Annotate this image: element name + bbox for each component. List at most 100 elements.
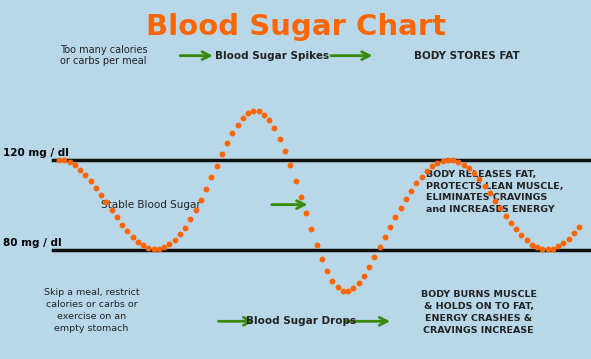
Point <box>259 112 269 117</box>
Point <box>285 163 295 168</box>
Point <box>527 242 537 247</box>
Point <box>138 242 148 248</box>
Point <box>254 108 264 114</box>
Point <box>454 159 463 164</box>
Point <box>464 165 473 171</box>
Point <box>217 151 227 157</box>
Point <box>558 240 568 246</box>
Point <box>411 181 421 186</box>
Point <box>548 246 558 251</box>
Point <box>196 197 206 203</box>
Point <box>112 215 122 220</box>
Point <box>349 285 358 291</box>
Point <box>364 264 374 270</box>
Text: Too many calories
or carbs per meal: Too many calories or carbs per meal <box>60 45 147 66</box>
Point <box>301 210 311 216</box>
Point <box>207 174 216 180</box>
Text: 120 mg / dl: 120 mg / dl <box>3 148 69 158</box>
Point <box>222 140 232 146</box>
Point <box>154 246 164 252</box>
Point <box>54 157 64 163</box>
Point <box>354 280 363 286</box>
Point <box>485 190 495 196</box>
Point <box>501 213 511 219</box>
Point <box>532 244 542 250</box>
Point <box>343 288 353 294</box>
Point <box>433 160 442 166</box>
Point <box>80 172 90 178</box>
Point <box>322 268 332 274</box>
Point <box>102 200 111 205</box>
Point <box>459 162 468 167</box>
Point <box>522 238 531 243</box>
Point <box>291 178 300 183</box>
Point <box>107 207 116 213</box>
Point <box>327 278 337 284</box>
Point <box>422 168 431 174</box>
Point <box>186 216 195 222</box>
Text: Stable Blood Sugar: Stable Blood Sugar <box>101 200 200 210</box>
Point <box>65 159 74 165</box>
Point <box>396 205 405 211</box>
Point <box>407 188 416 194</box>
Point <box>569 230 579 236</box>
Point <box>249 108 258 114</box>
Point <box>480 183 489 189</box>
Point <box>149 246 158 252</box>
Point <box>76 167 85 173</box>
Point <box>385 224 395 230</box>
Point <box>160 244 169 250</box>
Point <box>375 244 384 250</box>
Point <box>118 222 127 227</box>
Point <box>475 177 484 182</box>
Point <box>443 157 453 163</box>
Point <box>86 178 95 184</box>
Point <box>96 192 106 198</box>
Point <box>511 227 521 232</box>
Point <box>312 242 322 248</box>
Text: BODY BURNS MUSCLE
& HOLDS ON TO FAT,
ENERGY CRASHES &
CRAVINGS INCREASE: BODY BURNS MUSCLE & HOLDS ON TO FAT, ENE… <box>421 290 537 335</box>
Point <box>380 234 389 240</box>
Point <box>280 149 290 154</box>
Point <box>228 130 237 136</box>
Point <box>128 234 137 239</box>
Point <box>574 224 584 230</box>
Point <box>359 273 369 279</box>
Point <box>391 214 400 220</box>
Point <box>333 284 342 290</box>
Point <box>438 158 447 164</box>
Point <box>275 136 284 142</box>
Point <box>338 288 348 294</box>
Point <box>175 232 184 237</box>
Point <box>307 227 316 232</box>
Point <box>369 255 379 260</box>
Point <box>269 126 279 131</box>
Point <box>243 110 253 116</box>
Text: Blood Sugar Drops: Blood Sugar Drops <box>246 316 356 326</box>
Point <box>317 256 326 262</box>
Text: Blood Sugar Chart: Blood Sugar Chart <box>145 13 446 41</box>
Point <box>401 196 411 202</box>
Text: Skip a meal, restrict
calories or carbs or
exercise on an
empty stomach: Skip a meal, restrict calories or carbs … <box>44 288 139 333</box>
Point <box>180 225 190 230</box>
Text: Blood Sugar Spikes: Blood Sugar Spikes <box>215 51 329 61</box>
Point <box>449 157 458 163</box>
Point <box>212 163 222 169</box>
Point <box>553 244 563 250</box>
Point <box>191 207 200 213</box>
Point <box>491 198 500 204</box>
Point <box>238 115 248 121</box>
Point <box>538 246 547 252</box>
Point <box>60 158 69 163</box>
Point <box>165 242 174 247</box>
Text: BODY RELEASES FAT,
PROTECTS LEAN MUSCLE,
ELIMINATES CRAVINGS
and INCREASES ENERG: BODY RELEASES FAT, PROTECTS LEAN MUSCLE,… <box>426 170 563 214</box>
Point <box>564 236 573 242</box>
Point <box>133 239 142 244</box>
Point <box>265 117 274 123</box>
Point <box>70 163 80 168</box>
Point <box>427 164 437 169</box>
Point <box>496 205 505 211</box>
Point <box>233 122 242 127</box>
Point <box>123 228 132 234</box>
Point <box>296 194 306 200</box>
